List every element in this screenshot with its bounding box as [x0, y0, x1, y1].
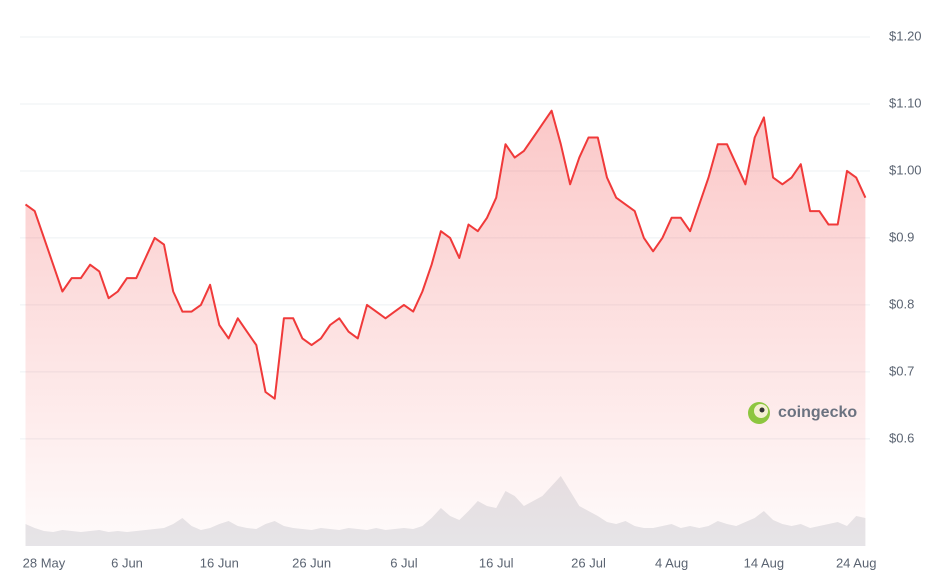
x-tick-label: 4 Aug	[655, 555, 688, 570]
x-tick-label: 14 Aug	[744, 555, 785, 570]
x-tick-label: 6 Jul	[390, 555, 418, 570]
x-tick-label: 16 Jun	[200, 555, 239, 570]
y-tick-label: $0.8	[889, 296, 914, 311]
y-tick-label: $1.00	[889, 162, 922, 177]
price-line	[24, 109, 867, 400]
x-tick-label: 28 May	[23, 555, 66, 570]
y-tick-label: $1.10	[889, 95, 922, 110]
watermark-text: coingecko	[778, 404, 857, 421]
y-tick-label: $1.20	[889, 28, 922, 43]
watermark: coingecko	[748, 402, 857, 424]
y-tick-label: $0.7	[889, 363, 914, 378]
x-tick-label: 16 Jul	[479, 555, 514, 570]
y-tick-label: $0.9	[889, 229, 914, 244]
x-tick-label: 26 Jun	[292, 555, 331, 570]
x-tick-label: 24 Aug	[836, 555, 877, 570]
x-tick-label: 6 Jun	[111, 555, 143, 570]
x-tick-label: 26 Jul	[571, 555, 606, 570]
price-area	[25, 110, 866, 546]
y-tick-label: $0.6	[889, 430, 914, 445]
